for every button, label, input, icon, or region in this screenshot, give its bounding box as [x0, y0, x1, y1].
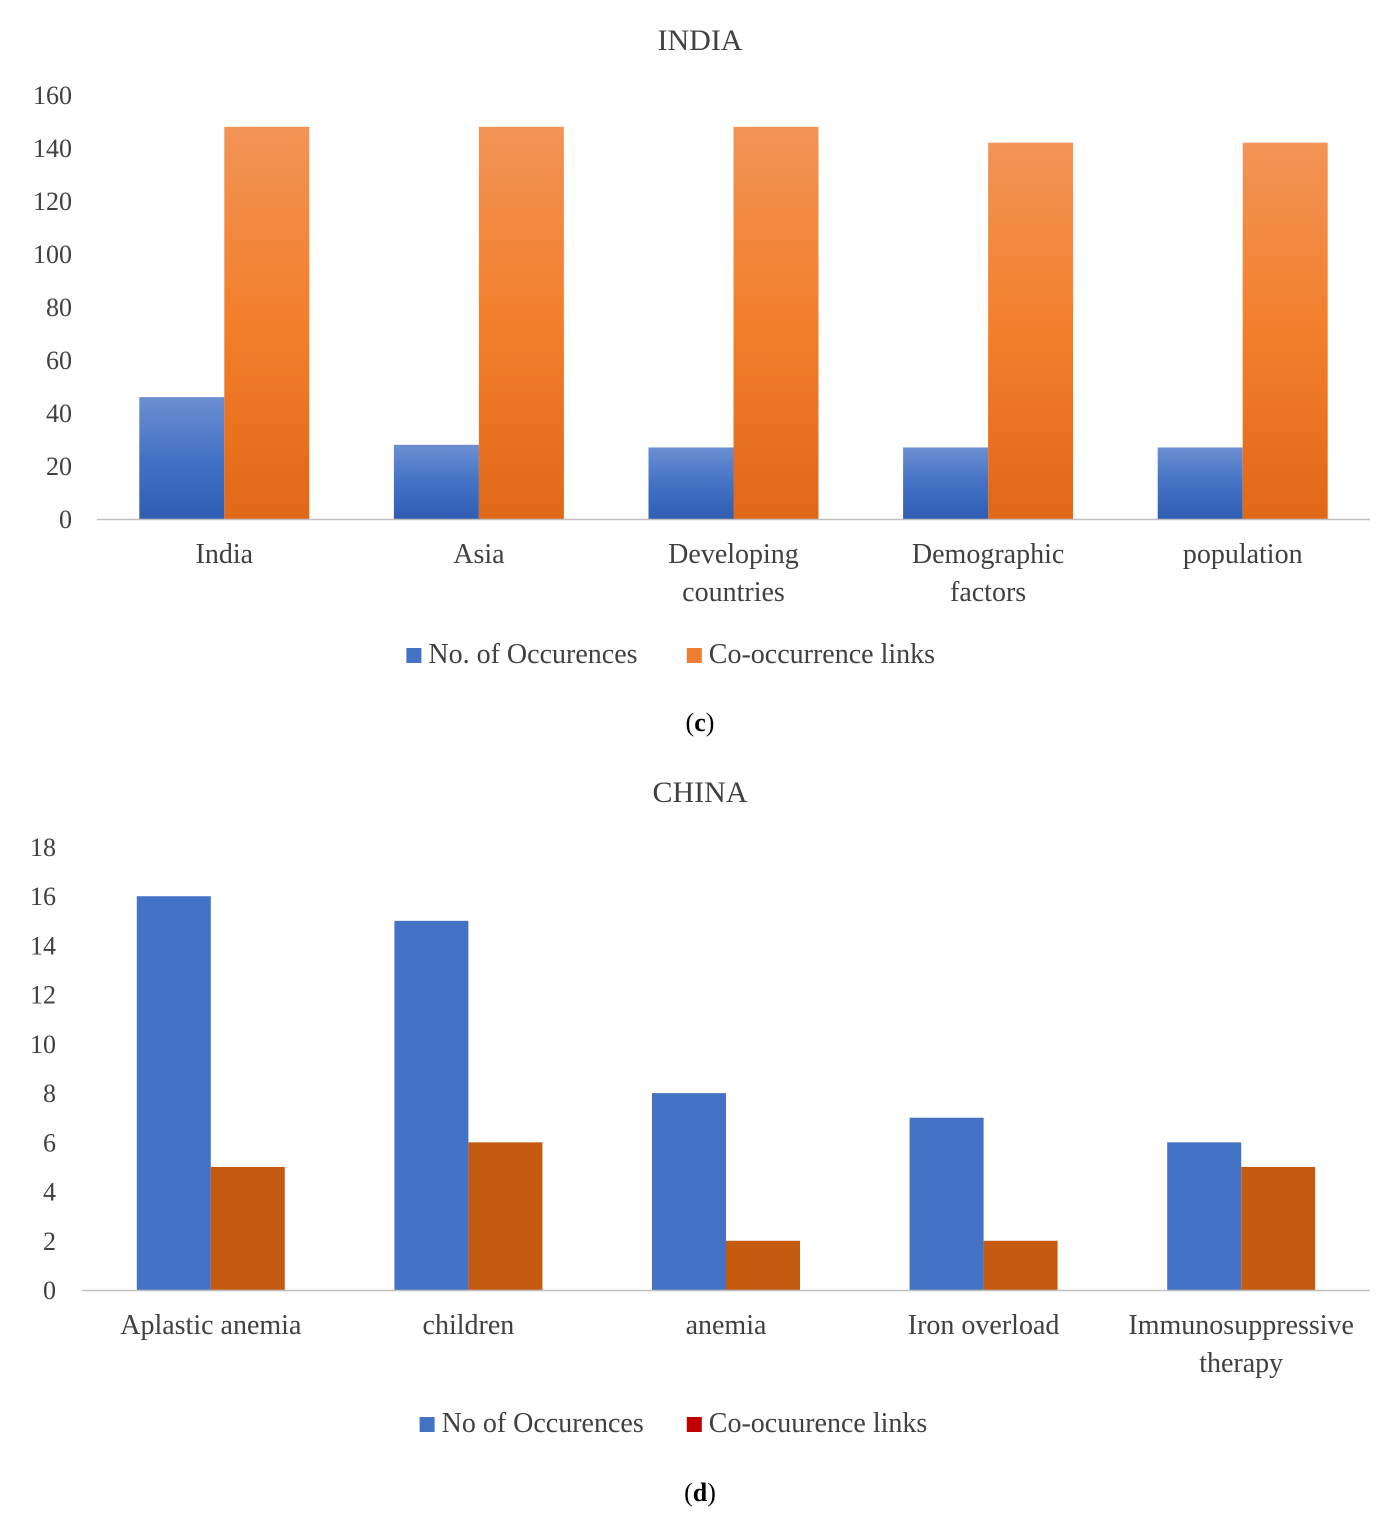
y-tick-label: 60 — [46, 346, 72, 375]
legend-swatch — [419, 1417, 435, 1432]
bar — [909, 1117, 984, 1290]
bar — [393, 444, 479, 519]
bar — [1242, 142, 1328, 519]
bar — [468, 1142, 543, 1290]
x-tick-label: countries — [682, 577, 785, 608]
bar — [478, 126, 564, 520]
bar — [726, 1240, 800, 1290]
legend-label: No of Occurences — [442, 1408, 644, 1439]
legend-label: Co-occurrence links — [709, 639, 935, 670]
china-chart: CHINA 0 2 4 6 8 10 12 14 16 18 Aplastic anemia child… — [30, 776, 1370, 1439]
chart-title: CHINA — [653, 776, 748, 809]
bar — [224, 126, 310, 520]
bar — [903, 447, 989, 519]
india-chart: INDIA 0 20 40 60 80 100 120 140 160 India Asia Devel… — [33, 24, 1370, 670]
y-tick-label: 16 — [30, 882, 56, 911]
legend-label: No. of Occurences — [428, 639, 637, 670]
x-tick-label: anemia — [686, 1310, 767, 1341]
y-tick-label: 40 — [46, 399, 72, 428]
y-tick-label: 80 — [46, 293, 72, 322]
x-tick-label: Demographic — [912, 539, 1064, 570]
y-tick-label: 0 — [43, 1276, 56, 1305]
y-tick-label: 120 — [33, 187, 72, 216]
bar — [1167, 1142, 1242, 1290]
bar — [394, 920, 469, 1290]
bar — [648, 447, 734, 519]
bar — [988, 142, 1074, 519]
y-tick-label: 20 — [46, 452, 72, 481]
bar — [652, 1093, 726, 1290]
bar — [210, 1166, 285, 1290]
y-tick-label: 10 — [30, 1030, 56, 1059]
bar — [136, 896, 211, 1290]
y-tick-label: 6 — [43, 1128, 56, 1157]
bar — [1241, 1166, 1316, 1290]
bar — [983, 1240, 1058, 1290]
y-tick-label: 12 — [30, 981, 56, 1010]
bar — [139, 397, 225, 519]
legend: No of Occurences Co-ocuurence links — [419, 1408, 928, 1439]
x-tick-label: therapy — [1199, 1348, 1283, 1379]
legend-swatch — [686, 1417, 702, 1432]
y-tick-label: 140 — [33, 134, 72, 163]
y-tick-label: 4 — [43, 1178, 56, 1207]
legend-swatch — [686, 648, 702, 663]
x-tick-label: population — [1183, 539, 1303, 570]
y-tick-label: 100 — [33, 240, 72, 269]
y-tick-label: 14 — [30, 931, 56, 960]
x-tick-label: children — [423, 1310, 515, 1341]
x-tick-label: factors — [950, 577, 1026, 608]
x-tick-label: India — [196, 539, 254, 570]
legend-swatch — [406, 648, 422, 663]
legend-label: Co-ocuurence links — [709, 1408, 928, 1439]
x-tick-label: Iron overload — [908, 1310, 1060, 1341]
y-tick-label: 0 — [59, 505, 72, 534]
y-tick-label: 160 — [33, 81, 72, 110]
legend: No. of Occurences Co-occurrence links — [406, 639, 935, 670]
y-tick-label: 18 — [30, 833, 56, 862]
y-tick-label: 2 — [43, 1227, 56, 1256]
x-tick-label: Aplastic anemia — [120, 1310, 302, 1341]
bar — [1157, 447, 1243, 519]
chart-title: INDIA — [658, 24, 743, 57]
x-tick-label: Immunosuppressive — [1128, 1310, 1354, 1341]
x-tick-label: Asia — [453, 539, 505, 570]
y-tick-label: 8 — [43, 1079, 56, 1108]
caption-d: (d) — [684, 1478, 716, 1507]
x-tick-label: Developing — [668, 539, 799, 570]
caption-c: (c) — [685, 708, 715, 737]
bar — [733, 126, 819, 520]
